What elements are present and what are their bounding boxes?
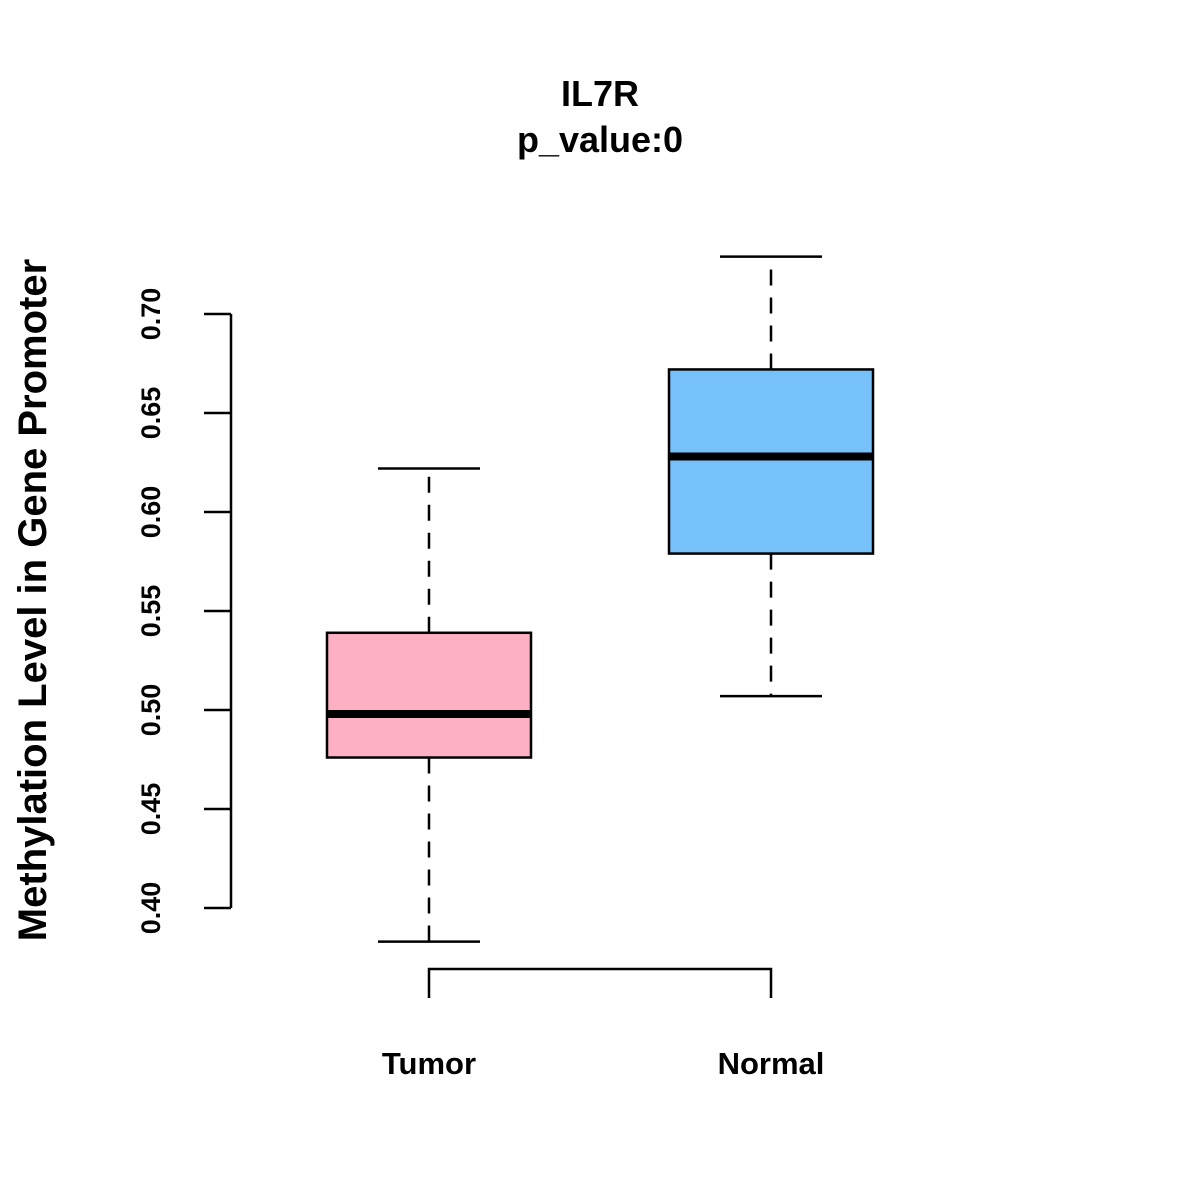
box-tumor <box>325 467 533 943</box>
box-iqr <box>325 631 533 759</box>
chart-subtitle: p_value:0 <box>517 119 683 160</box>
boxes <box>325 255 875 943</box>
comparison-bracket <box>427 967 773 998</box>
chart-title: IL7R <box>561 73 639 114</box>
x-tick-label-tumor: Tumor <box>382 1046 476 1081</box>
y-tick-label: 0.40 <box>136 882 166 935</box>
y-tick-label: 0.50 <box>136 684 166 737</box>
y-tick-label: 0.60 <box>136 486 166 539</box>
x-tick-label-normal: Normal <box>718 1046 825 1081</box>
y-tick-label: 0.55 <box>136 585 166 638</box>
y-tick-label: 0.65 <box>136 387 166 440</box>
y-tick-label: 0.70 <box>136 288 166 341</box>
y-tick-label: 0.45 <box>136 783 166 836</box>
box-normal <box>667 255 875 698</box>
x-axis-labels: Tumor Normal <box>382 1046 824 1081</box>
y-axis: 0.40 0.45 0.50 0.55 0.60 0.65 0.70 <box>136 288 233 935</box>
bracket-line <box>427 967 773 998</box>
y-axis-label: Methylation Level in Gene Promoter <box>11 259 55 941</box>
box-iqr <box>667 368 875 555</box>
